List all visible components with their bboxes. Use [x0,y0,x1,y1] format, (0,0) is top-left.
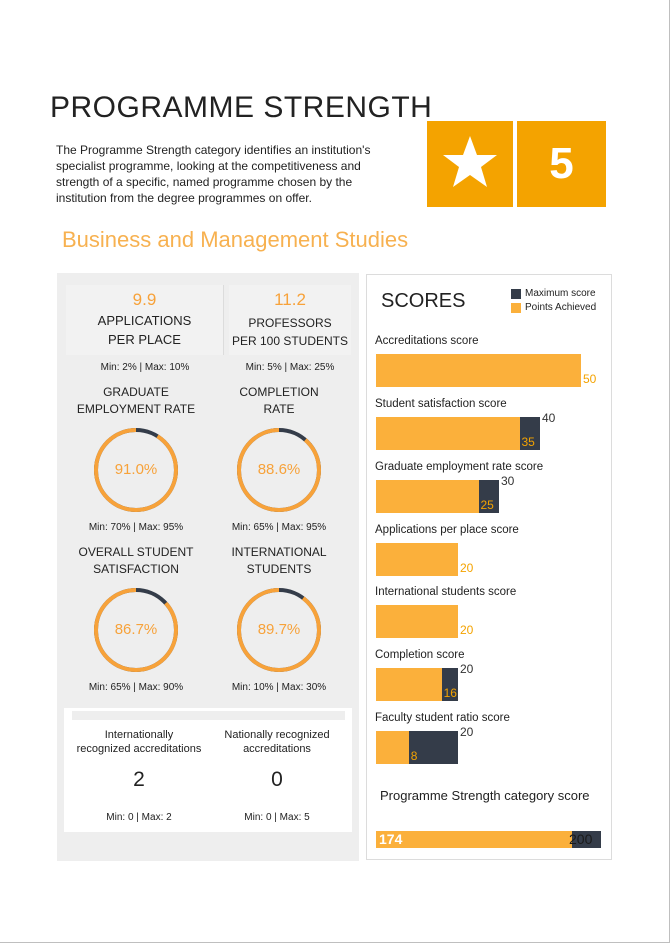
total-max-label: 200 [569,831,593,847]
total-achieved-label: 174 [379,831,403,847]
max-score-label: 40 [542,411,556,425]
achieved-score-bar [376,417,520,450]
metric-label-line: INTERNATIONAL [231,545,327,559]
achieved-score-label: 25 [480,498,494,512]
max-score-label: 20 [460,662,474,676]
international-accreditations-label: Internationally recognized accreditation… [70,728,208,756]
max-score-label: 30 [501,474,515,488]
achieved-score-bar [376,668,442,701]
applications-label-1: APPLICATIONS [97,313,192,328]
international-students-minmax: Min: 10% | Max: 30% [231,682,327,693]
achieved-score-bar [376,605,458,638]
legend-achieved: Points Achieved [511,302,596,313]
applications-stat: 9.9 APPLICATIONS PER PLACE [66,285,224,355]
achieved-score-label: 16 [443,686,457,700]
accred-label-line: recognized accreditations [76,743,202,755]
metric-label-line: OVERALL STUDENT [78,545,194,559]
student-satisfaction-minmax: Min: 65% | Max: 90% [88,682,184,693]
achieved-score-bar [376,543,458,576]
score-category-label: Applications per place score [375,524,519,536]
international-accreditations-minmax: Min: 0 | Max: 2 [106,812,172,823]
legend-achieved-swatch [511,302,521,313]
international-accreditations-value: 2 [133,768,145,791]
accred-label-line: Nationally recognized [224,729,330,741]
achieved-score-bar [376,731,409,764]
total-score-label: Programme Strength category score [380,788,590,803]
completion-minmax: Min: 65% | Max: 95% [231,522,327,533]
applications-value: 9.9 [132,290,157,309]
donut-value: 89.7% [257,621,301,638]
achieved-score-bar [376,354,581,387]
applications-minmax: Min: 2% | Max: 10% [100,362,190,373]
scores-title: SCORES [381,290,466,312]
national-accreditations-value: 0 [271,768,283,791]
score-category-label: Student satisfaction score [375,398,507,410]
professors-minmax: Min: 5% | Max: 25% [245,362,335,373]
intro-text: The Programme Strength category identifi… [56,143,371,205]
student-satisfaction-donut: 86.7% [92,586,180,674]
donut-value: 86.7% [114,621,158,638]
achieved-score-label: 50 [583,372,597,386]
metric-label-line: GRADUATE [103,385,169,399]
max-score-label: 20 [460,725,474,739]
accreditations-divider [72,711,345,720]
legend-max-swatch [511,288,521,299]
applications-label-2: PER PLACE [108,332,181,347]
metric-label-line: EMPLOYMENT RATE [76,402,196,416]
metric-label-line: SATISFACTION [93,562,179,576]
star-icon [443,136,497,187]
graduate-employment-donut: 91.0% [92,426,180,514]
student-satisfaction-label: OVERALL STUDENT SATISFACTION [66,544,206,578]
score-category-label: Graduate employment rate score [375,461,544,473]
legend-max: Maximum score [511,288,596,299]
completion-label: COMPLETION RATE [212,384,346,418]
completion-donut: 88.6% [235,426,323,514]
legend-max-label: Maximum score [525,288,596,299]
professors-label-1: PROFESSORS [248,316,332,330]
score-category-label: Accreditations score [375,335,479,347]
professors-label-2: PER 100 STUDENTS [231,334,349,348]
achieved-score-label: 20 [460,561,474,575]
achieved-score-label: 35 [521,435,535,449]
professors-stat: 11.2 PROFESSORS PER 100 STUDENTS [229,285,351,355]
donut-value: 88.6% [257,461,301,478]
score-category-label: International students score [375,586,517,598]
metric-label-line: RATE [263,402,295,416]
star-badge [427,121,513,207]
accred-label-line: accreditations [243,743,311,755]
legend-achieved-label: Points Achieved [525,302,597,313]
national-accreditations-label: Nationally recognized accreditations [212,728,342,756]
metric-label-line: STUDENTS [246,562,312,576]
national-accreditations-minmax: Min: 0 | Max: 5 [244,812,310,823]
subject-title: Business and Management Studies [62,227,409,252]
international-students-donut: 89.7% [235,586,323,674]
total-achieved-bar [376,831,572,848]
donut-value: 91.0% [114,461,158,478]
professors-value: 11.2 [274,290,306,309]
score-category-label: Faculty student ratio score [375,712,510,724]
achieved-score-label: 8 [410,749,418,763]
score-category-label: Completion score [375,649,465,661]
graduate-employment-minmax: Min: 70% | Max: 95% [88,522,184,533]
accreditations-box [64,708,352,832]
international-students-label: INTERNATIONAL STUDENTS [212,544,346,578]
page-title: PROGRAMME STRENGTH [50,91,433,124]
metric-label-line: COMPLETION [239,385,319,399]
achieved-score-label: 20 [460,623,474,637]
graduate-employment-label: GRADUATE EMPLOYMENT RATE [66,384,206,418]
accred-label-line: Internationally [104,729,174,741]
achieved-score-bar [376,480,479,513]
rating-badge: 5 [517,121,606,207]
